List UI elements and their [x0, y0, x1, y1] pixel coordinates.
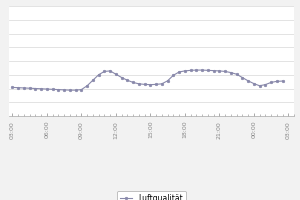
- Luftqualität: [137, 83, 141, 85]
- Luftqualität: [235, 73, 238, 75]
- Luftqualität: [223, 70, 227, 73]
- Luftqualität: [91, 79, 95, 81]
- Line: Luftqualität: Luftqualität: [11, 69, 284, 91]
- Luftqualität: [45, 88, 49, 90]
- Luftqualität: [85, 85, 89, 87]
- Luftqualität: [22, 87, 26, 89]
- Luftqualität: [218, 70, 221, 72]
- Luftqualität: [143, 83, 146, 86]
- Luftqualität: [160, 83, 164, 85]
- Luftqualität: [97, 74, 101, 76]
- Luftqualität: [172, 74, 175, 77]
- Luftqualität: [263, 83, 267, 86]
- Luftqualität: [200, 69, 204, 71]
- Luftqualität: [212, 69, 215, 72]
- Luftqualität: [39, 88, 43, 90]
- Luftqualität: [114, 73, 118, 75]
- Legend: Luftqualität: Luftqualität: [117, 191, 186, 200]
- Luftqualität: [183, 70, 187, 72]
- Luftqualität: [103, 70, 106, 73]
- Luftqualität: [57, 88, 60, 91]
- Luftqualität: [148, 83, 152, 86]
- Luftqualität: [194, 69, 198, 71]
- Luftqualität: [252, 82, 256, 85]
- Luftqualität: [126, 79, 129, 81]
- Luftqualität: [206, 69, 210, 72]
- Luftqualität: [177, 71, 181, 73]
- Luftqualität: [34, 87, 37, 90]
- Luftqualität: [189, 69, 192, 72]
- Luftqualität: [28, 87, 31, 89]
- Luftqualität: [62, 89, 66, 91]
- Luftqualität: [281, 80, 284, 82]
- Luftqualität: [275, 80, 279, 83]
- Luftqualität: [120, 76, 123, 79]
- Luftqualität: [68, 89, 72, 91]
- Luftqualität: [74, 89, 77, 91]
- Luftqualität: [246, 80, 250, 82]
- Luftqualität: [258, 85, 261, 87]
- Luftqualität: [11, 86, 14, 89]
- Luftqualität: [229, 71, 232, 74]
- Luftqualität: [80, 88, 83, 91]
- Luftqualität: [241, 76, 244, 79]
- Luftqualität: [16, 86, 20, 89]
- Luftqualität: [51, 88, 55, 91]
- Luftqualität: [131, 81, 135, 84]
- Luftqualität: [154, 83, 158, 86]
- Luftqualität: [166, 80, 169, 82]
- Luftqualität: [108, 70, 112, 72]
- Luftqualität: [269, 81, 273, 84]
